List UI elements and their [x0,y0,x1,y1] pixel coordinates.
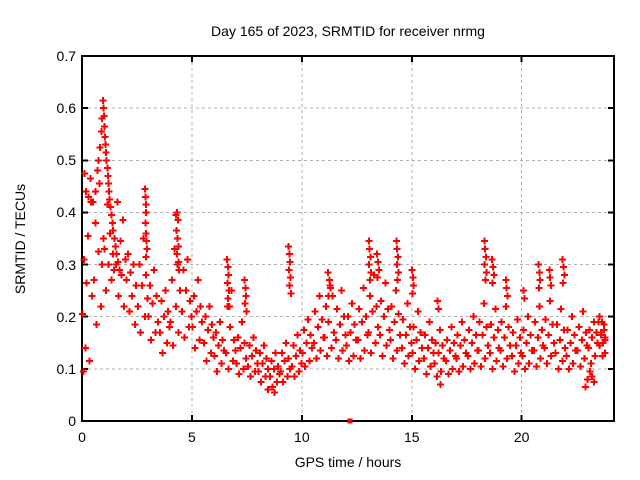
x-tick-label-1: 5 [188,429,196,445]
y-tick-label-1: 0.1 [56,360,76,377]
x-axis-title: GPS time / hours [294,454,402,470]
axis-ticks [81,55,614,422]
y-tick-label-2: 0.2 [56,308,76,325]
y-tick-label-5: 0.5 [56,152,76,169]
zero-value-marker [347,418,353,424]
y-tick-label-3: 0.3 [56,256,76,273]
x-tick-label-4: 20 [513,429,530,445]
y-tick-label-0: 0 [68,413,76,429]
y-tick-label-6: 0.6 [56,100,76,117]
y-tick-label-4: 0.4 [56,204,76,221]
y-axis-title: SRMTID / TECUs [12,183,29,294]
x-tick-label-2: 10 [294,429,310,445]
x-tick-label-0: 0 [78,429,86,445]
chart-title: Day 165 of 2023, SRMTID for receiver nrm… [211,23,485,39]
x-tick-label-3: 15 [403,429,420,445]
y-tick-label-7: 0.7 [56,48,76,64]
y-axis-title-wrap: SRMTID / TECUs [12,56,28,421]
scatter-points [79,96,609,396]
